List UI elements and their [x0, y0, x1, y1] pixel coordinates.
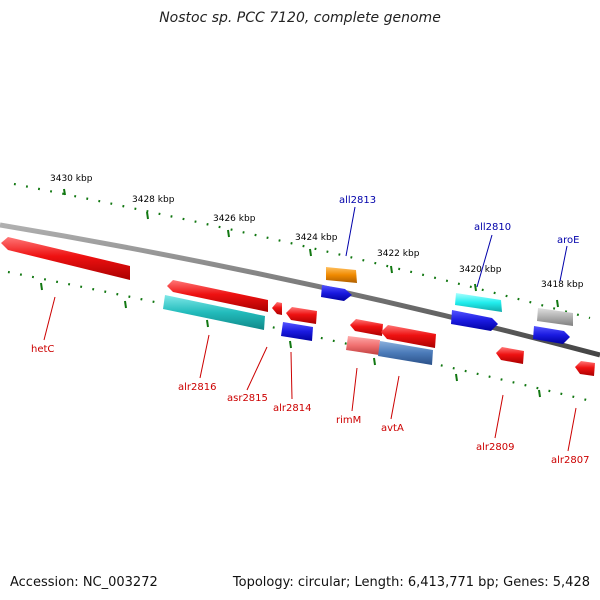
scale-label: 3420 kbp	[459, 265, 502, 275]
gene-alr2816-partner[interactable]	[163, 295, 265, 330]
scale-label: 3418 kbp	[541, 280, 584, 290]
label-all2810: all2810	[474, 222, 511, 233]
scale-tick	[390, 265, 393, 274]
gene-all2813-partner[interactable]	[321, 285, 352, 301]
accession-label: Accession: NC_003272	[10, 575, 158, 590]
scale-tick	[455, 373, 458, 382]
gene-avtA[interactable]	[381, 325, 436, 348]
gene-rimM[interactable]	[350, 319, 383, 336]
scale-label: 3426 kbp	[213, 214, 256, 224]
gene-alr2814[interactable]	[286, 307, 317, 324]
label-all2813: all2813	[339, 195, 376, 206]
gene-alr2816[interactable]	[167, 280, 268, 312]
scale-tick	[124, 300, 127, 309]
scale-label: 3422 kbp	[377, 249, 420, 259]
gene-all2810-partner[interactable]	[451, 310, 498, 331]
label-alr2816: alr2816	[178, 382, 216, 393]
scale-label: 3424 kbp	[295, 233, 338, 243]
label-hetC: hetC	[31, 344, 54, 355]
scale-tick	[373, 357, 376, 366]
bottom-connectors	[43, 296, 577, 452]
scale-tick	[556, 299, 559, 308]
gene-alr2809[interactable]	[496, 347, 524, 364]
scale-tick	[309, 248, 312, 257]
scale-tick	[474, 283, 477, 292]
scale-tick	[146, 211, 149, 220]
genome-backbone	[0, 222, 600, 358]
scale-label: 3430 kbp	[50, 174, 93, 184]
label-alr2809: alr2809	[476, 442, 514, 453]
gene-alr2814-partner[interactable]	[281, 322, 313, 341]
gene-asr2815[interactable]	[272, 302, 282, 315]
scale-tick	[63, 188, 66, 196]
label-alr2807: alr2807	[551, 455, 589, 466]
scale-tick	[206, 319, 209, 328]
gene-avtA-partner[interactable]	[378, 341, 433, 365]
scale-tick	[40, 282, 43, 291]
label-aroE: aroE	[557, 235, 579, 246]
upper-scale: 3430 kbp 3428 kbp 3426 kbp 3424 kbp 3422…	[13, 174, 591, 320]
gene-hetC[interactable]	[1, 237, 130, 280]
gene-all2813[interactable]	[326, 267, 357, 283]
gene-all2810[interactable]	[455, 293, 502, 312]
genome-summary: Topology: circular; Length: 6,413,771 bp…	[232, 575, 590, 590]
gene-aroE-partner[interactable]	[533, 326, 570, 344]
scale-tick	[538, 389, 541, 398]
page-title: Nostoc sp. PCC 7120, complete genome	[159, 10, 441, 26]
scale-tick	[227, 229, 230, 238]
gene-alr2807[interactable]	[575, 361, 595, 376]
label-asr2815: asr2815	[227, 393, 268, 404]
gene-rimM-partner[interactable]	[346, 336, 380, 355]
gene-aroE[interactable]	[537, 308, 573, 326]
label-avtA: avtA	[381, 423, 404, 434]
scale-label: 3428 kbp	[132, 195, 175, 205]
label-alr2814: alr2814	[273, 403, 311, 414]
top-connectors	[345, 206, 568, 288]
top-genes	[321, 267, 573, 344]
label-rimM: rimM	[336, 415, 361, 426]
bottom-genes	[1, 237, 595, 376]
lower-scale	[7, 270, 596, 404]
scale-tick	[289, 340, 292, 349]
